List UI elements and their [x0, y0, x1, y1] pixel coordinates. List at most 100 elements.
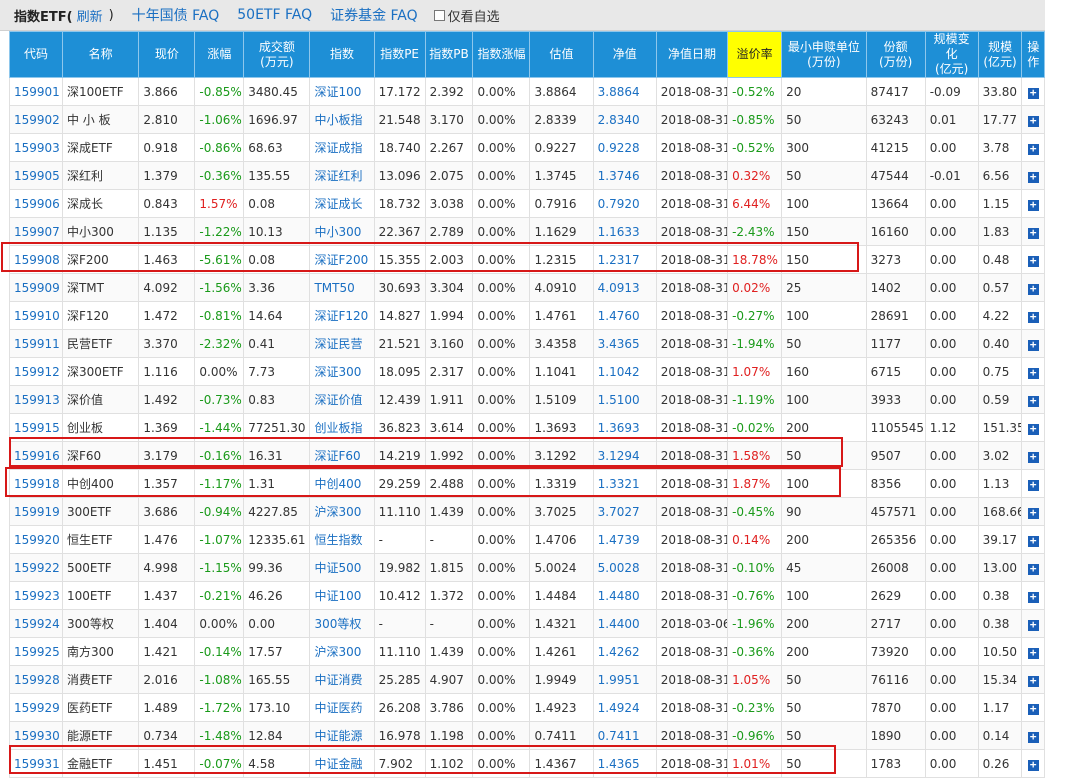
cell-code[interactable]: 159928 — [9, 665, 63, 694]
add-watchlist-icon[interactable]: + — [1027, 171, 1039, 183]
faq-link-50etf[interactable]: 50ETF FAQ — [237, 7, 313, 23]
cell-code[interactable]: 159923 — [9, 581, 63, 610]
cell-op[interactable]: + — [1021, 77, 1045, 106]
cell-code[interactable]: 159929 — [9, 693, 63, 722]
cell-code[interactable]: 159907 — [9, 217, 63, 246]
cell-index[interactable]: 深证成长 — [309, 189, 375, 218]
cell-index[interactable]: 中小300 — [309, 217, 375, 246]
cell-code[interactable]: 159915 — [9, 413, 63, 442]
add-watchlist-icon[interactable]: + — [1027, 703, 1039, 715]
cell-index[interactable]: 沪深300 — [309, 637, 375, 666]
add-watchlist-icon[interactable]: + — [1027, 507, 1039, 519]
cell-code[interactable]: 159909 — [9, 273, 63, 302]
cell-index[interactable]: 沪深300 — [309, 497, 375, 526]
refresh-link[interactable]: 刷新 — [76, 9, 103, 25]
cell-op[interactable]: + — [1021, 273, 1045, 302]
cell-op[interactable]: + — [1021, 497, 1045, 526]
cell-index[interactable]: 深证F120 — [309, 301, 375, 330]
add-watchlist-icon[interactable]: + — [1027, 451, 1039, 463]
cell-index[interactable]: 300等权 — [309, 609, 375, 638]
add-watchlist-icon[interactable]: + — [1027, 647, 1039, 659]
cell-op[interactable]: + — [1021, 721, 1045, 750]
cell-index[interactable]: 创业板指 — [309, 413, 375, 442]
cell-op[interactable]: + — [1021, 469, 1045, 498]
add-watchlist-icon[interactable]: + — [1027, 759, 1039, 771]
cell-op[interactable]: + — [1021, 245, 1045, 274]
cell-index[interactable]: 中证500 — [309, 553, 375, 582]
cell-index[interactable]: 深证300 — [309, 357, 375, 386]
add-watchlist-icon[interactable]: + — [1027, 479, 1039, 491]
cell-index[interactable]: 中小板指 — [309, 105, 375, 134]
cell-code[interactable]: 159916 — [9, 441, 63, 470]
cell-code[interactable]: 159918 — [9, 469, 63, 498]
add-watchlist-icon[interactable]: + — [1027, 115, 1039, 127]
add-watchlist-icon[interactable]: + — [1027, 563, 1039, 575]
add-watchlist-icon[interactable]: + — [1027, 619, 1039, 631]
cell-op[interactable]: + — [1021, 665, 1045, 694]
cell-code[interactable]: 159930 — [9, 721, 63, 750]
cell-code[interactable]: 159925 — [9, 637, 63, 666]
cell-op[interactable]: + — [1021, 553, 1045, 582]
add-watchlist-icon[interactable]: + — [1027, 283, 1039, 295]
cell-index[interactable]: 中证100 — [309, 581, 375, 610]
cell-code[interactable]: 159905 — [9, 161, 63, 190]
cell-code[interactable]: 159912 — [9, 357, 63, 386]
cell-index[interactable]: 中证金融 — [309, 749, 375, 778]
cell-op[interactable]: + — [1021, 441, 1045, 470]
cell-code[interactable]: 159902 — [9, 105, 63, 134]
cell-code[interactable]: 159922 — [9, 553, 63, 582]
cell-op[interactable]: + — [1021, 413, 1045, 442]
cell-index[interactable]: 中证消费 — [309, 665, 375, 694]
cell-code[interactable]: 159931 — [9, 749, 63, 778]
cell-index[interactable]: 中证医药 — [309, 693, 375, 722]
add-watchlist-icon[interactable]: + — [1027, 311, 1039, 323]
add-watchlist-icon[interactable]: + — [1027, 675, 1039, 687]
cell-index[interactable]: 中创400 — [309, 469, 375, 498]
add-watchlist-icon[interactable]: + — [1027, 199, 1039, 211]
cell-index[interactable]: 深证红利 — [309, 161, 375, 190]
cell-index[interactable]: 深证价值 — [309, 385, 375, 414]
cell-code[interactable]: 159911 — [9, 329, 63, 358]
add-watchlist-icon[interactable]: + — [1027, 367, 1039, 379]
cell-op[interactable]: + — [1021, 385, 1045, 414]
add-watchlist-icon[interactable]: + — [1027, 255, 1039, 267]
cell-index[interactable]: 深证民营 — [309, 329, 375, 358]
watchlist-checkbox[interactable] — [433, 9, 445, 21]
cell-index[interactable]: TMT50 — [309, 273, 375, 302]
cell-index[interactable]: 恒生指数 — [309, 525, 375, 554]
faq-link-securities[interactable]: 证券基金 FAQ — [330, 8, 418, 24]
cell-index[interactable]: 深证100 — [309, 77, 375, 106]
cell-op[interactable]: + — [1021, 609, 1045, 638]
cell-op[interactable]: + — [1021, 329, 1045, 358]
cell-op[interactable]: + — [1021, 749, 1045, 778]
add-watchlist-icon[interactable]: + — [1027, 227, 1039, 239]
cell-index[interactable]: 深证F200 — [309, 245, 375, 274]
add-watchlist-icon[interactable]: + — [1027, 87, 1039, 99]
add-watchlist-icon[interactable]: + — [1027, 591, 1039, 603]
cell-op[interactable]: + — [1021, 105, 1045, 134]
cell-code[interactable]: 159906 — [9, 189, 63, 218]
cell-index[interactable]: 深证F60 — [309, 441, 375, 470]
cell-index[interactable]: 中证能源 — [309, 721, 375, 750]
cell-index[interactable]: 深证成指 — [309, 133, 375, 162]
cell-code[interactable]: 159924 — [9, 609, 63, 638]
cell-code[interactable]: 159919 — [9, 497, 63, 526]
cell-code[interactable]: 159913 — [9, 385, 63, 414]
watchlist-filter[interactable]: 仅看自选 — [433, 6, 500, 25]
cell-op[interactable]: + — [1021, 301, 1045, 330]
cell-op[interactable]: + — [1021, 161, 1045, 190]
add-watchlist-icon[interactable]: + — [1027, 423, 1039, 435]
cell-code[interactable]: 159901 — [9, 77, 63, 106]
faq-link-treasury[interactable]: 十年国债 FAQ — [131, 8, 220, 24]
cell-op[interactable]: + — [1021, 637, 1045, 666]
cell-op[interactable]: + — [1021, 357, 1045, 386]
add-watchlist-icon[interactable]: + — [1027, 395, 1039, 407]
cell-op[interactable]: + — [1021, 525, 1045, 554]
cell-code[interactable]: 159903 — [9, 133, 63, 162]
cell-code[interactable]: 159910 — [9, 301, 63, 330]
add-watchlist-icon[interactable]: + — [1027, 339, 1039, 351]
cell-op[interactable]: + — [1021, 217, 1045, 246]
cell-op[interactable]: + — [1021, 133, 1045, 162]
add-watchlist-icon[interactable]: + — [1027, 731, 1039, 743]
cell-op[interactable]: + — [1021, 581, 1045, 610]
